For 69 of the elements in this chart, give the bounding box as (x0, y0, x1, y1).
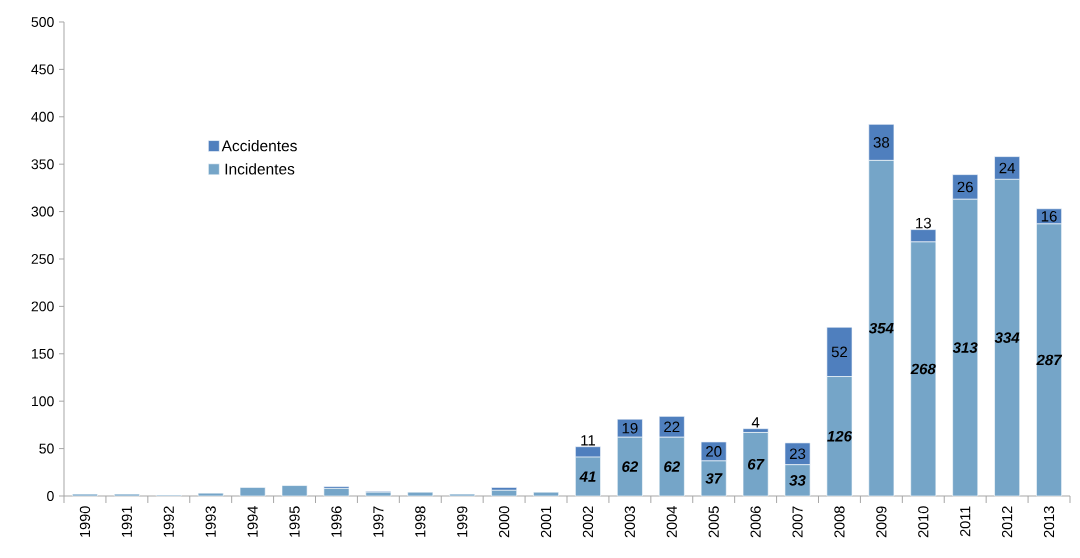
y-tick-label: 50 (39, 443, 54, 454)
data-label: 313 (952, 342, 978, 353)
y-tick-label: 150 (32, 348, 54, 359)
bar (281, 485, 308, 497)
y-tick-label: 200 (31, 301, 54, 312)
y-tick-label: 450 (31, 64, 54, 75)
data-label: 38 (873, 137, 890, 148)
bar (323, 488, 350, 497)
bar (239, 487, 266, 497)
x-tick-label: 2007 (792, 506, 803, 538)
legend-label: Incidentes (225, 163, 295, 175)
x-tick-label: 1990 (79, 506, 91, 537)
data-label: 287 (1036, 354, 1063, 366)
x-tick-label: 2003 (624, 506, 636, 538)
x-tick-label: 1999 (457, 506, 468, 537)
bar (742, 432, 769, 497)
x-tick-label: 2008 (834, 506, 845, 538)
x-tick-label: 2010 (918, 506, 929, 538)
data-label: 334 (994, 332, 1020, 343)
data-label: 41 (579, 471, 596, 482)
x-tick-label: 2005 (708, 506, 719, 538)
x-tick-label: 2009 (876, 506, 887, 538)
y-tick-label: 350 (31, 159, 54, 170)
bar (407, 491, 434, 497)
y-tick-label: 500 (31, 17, 54, 27)
data-label: 67 (747, 458, 765, 470)
y-tick-label: 0 (47, 491, 54, 501)
x-tick-label: 1995 (289, 506, 300, 537)
x-tick-label: 2000 (498, 506, 510, 538)
x-tick-label: 2002 (582, 506, 594, 538)
data-label: 23 (789, 448, 806, 460)
bar (533, 491, 559, 497)
data-label: 16 (1041, 211, 1057, 222)
data-label: 11 (581, 435, 596, 446)
legend-label: Accidentes (221, 139, 297, 152)
data-label: 37 (705, 473, 723, 484)
data-label: 126 (827, 430, 853, 442)
bar (365, 491, 392, 497)
data-label: 62 (622, 461, 639, 472)
x-tick-label: 1997 (373, 506, 384, 537)
data-label: 22 (664, 421, 680, 433)
y-tick-label: 300 (31, 206, 54, 217)
x-tick-label: 1996 (331, 506, 342, 537)
data-label: 24 (999, 162, 1016, 174)
x-tick-label: 1998 (415, 506, 426, 537)
bar (197, 492, 224, 497)
x-tick-label: 1993 (205, 506, 216, 537)
bar (491, 490, 517, 497)
x-tick-label: 2013 (1043, 506, 1055, 538)
y-tick-label: 400 (31, 111, 54, 122)
data-label: 13 (916, 217, 931, 229)
data-label: 4 (751, 417, 760, 428)
x-tick-label: 2004 (666, 506, 677, 538)
data-label: 354 (868, 322, 894, 334)
x-tick-label: 2011 (960, 506, 971, 537)
data-label: 26 (957, 181, 973, 193)
x-tick-label: 1992 (163, 506, 174, 537)
data-label: 33 (789, 475, 806, 486)
y-tick-label: 100 (32, 396, 54, 407)
x-tick-label: 2001 (540, 506, 552, 538)
x-tick-label: 1991 (121, 506, 133, 537)
x-tick-label: 1994 (247, 506, 258, 537)
y-tick-label: 250 (31, 254, 54, 264)
x-tick-label: 2006 (750, 506, 761, 538)
data-label: 62 (664, 461, 680, 472)
data-label: 20 (706, 446, 722, 457)
data-label: 19 (622, 422, 638, 434)
data-label: 52 (831, 346, 848, 358)
x-tick-label: 2012 (1001, 506, 1013, 538)
